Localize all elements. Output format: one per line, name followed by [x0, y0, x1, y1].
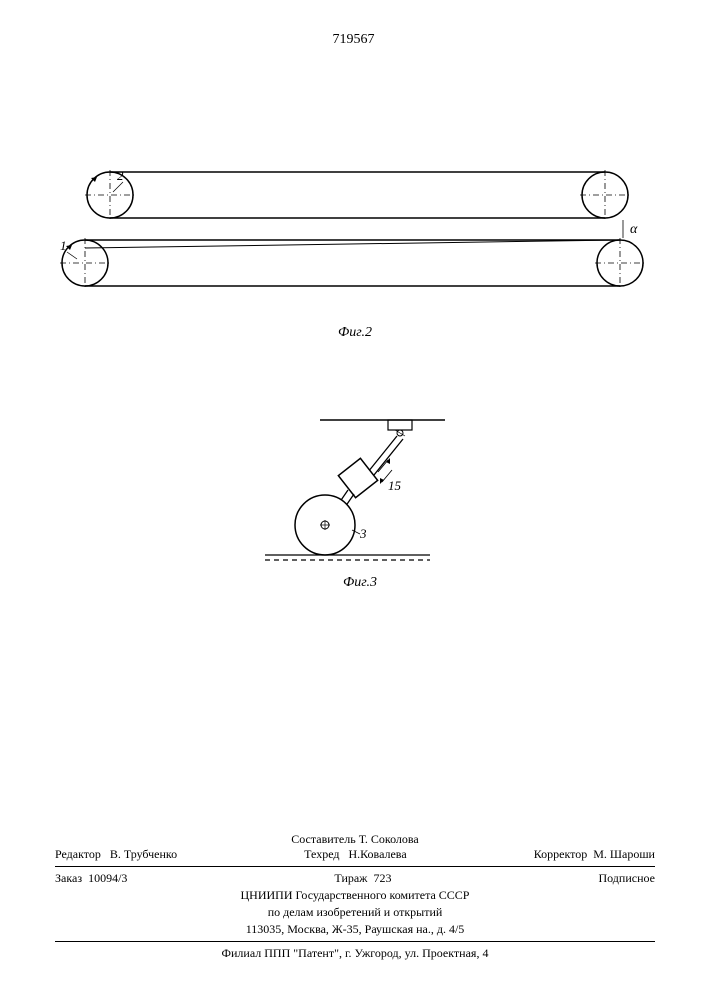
tech-name: Н.Ковалева: [348, 847, 406, 861]
corrector-label: Корректор: [534, 847, 588, 861]
patent-number: 719567: [0, 32, 707, 48]
figure-3: 15 3 Фиг.3: [260, 410, 460, 590]
org-line2: по делам изобретений и открытий: [55, 905, 655, 920]
angle-label: α: [630, 222, 638, 237]
compiler-label: Составитель: [291, 832, 355, 846]
address: 113035, Москва, Ж-35, Раушская на., д. 4…: [55, 922, 655, 937]
org-line1: ЦНИИПИ Государственного комитета СССР: [55, 888, 655, 903]
tech-label: Техред: [304, 847, 339, 861]
circulation-label: Тираж: [334, 871, 367, 885]
fig2-label-1: 1: [60, 238, 67, 253]
branch: Филиал ППП "Патент", г. Ужгород, ул. Про…: [55, 946, 655, 961]
fig2-caption: Фиг.2: [55, 325, 655, 341]
order-label: Заказ: [55, 871, 82, 885]
editor-label: Редактор: [55, 847, 101, 861]
corrector-name: М. Шароши: [593, 847, 655, 861]
fig3-label-3: 3: [359, 526, 367, 541]
fig3-caption: Фиг.3: [260, 575, 460, 591]
figure-2: α 2 1 Фиг.2: [55, 160, 655, 340]
compiler-name: Т. Соколова: [359, 832, 419, 846]
fig2-label-2: 2: [117, 168, 124, 183]
circulation-value: 723: [373, 871, 391, 885]
fig3-label-15: 15: [388, 478, 402, 493]
footer: Составитель Т. Соколова Редактор В. Труб…: [55, 830, 655, 961]
editor-name: В. Трубченко: [110, 847, 177, 861]
order-value: 10094/3: [88, 871, 127, 885]
subscription: Подписное: [598, 871, 655, 886]
